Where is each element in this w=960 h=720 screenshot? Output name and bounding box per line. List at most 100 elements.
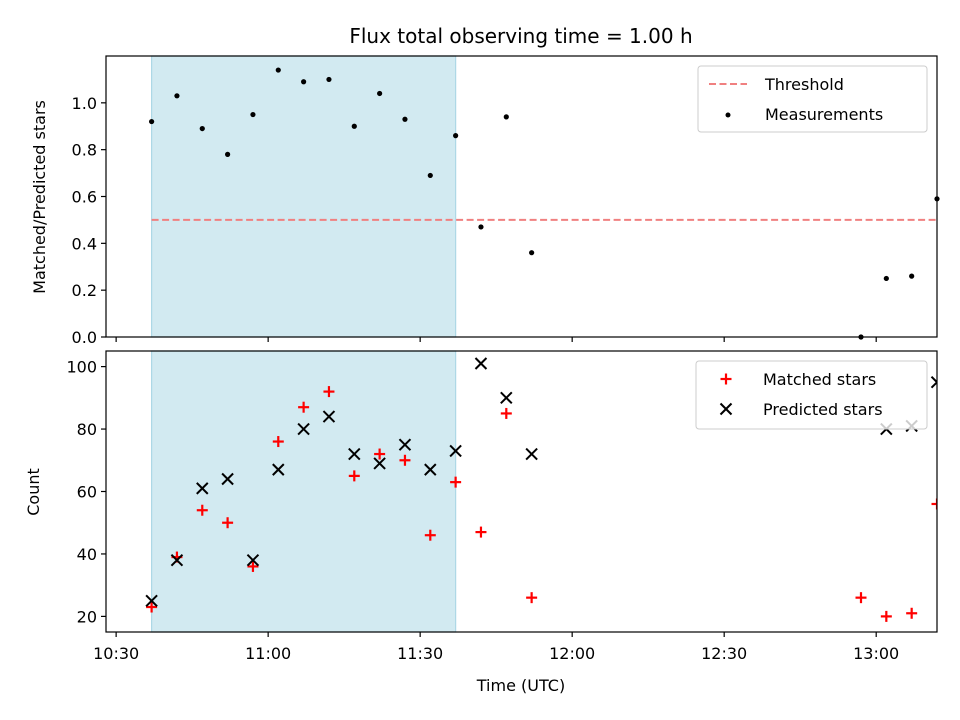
legend-measurements-swatch (725, 112, 731, 118)
predicted-star-point (246, 553, 260, 567)
top-panel: 0.0 0.2 0.4 0.6 0.8 1.0 Matched/Predicted sta… (30, 55, 940, 347)
measurement-point (883, 275, 889, 282)
measurement-point (909, 273, 915, 279)
predicted-star-point (449, 444, 462, 458)
matched-star-point (298, 401, 310, 413)
bottom-x-axis: 10:30 11:00 11:30 12:00 12:30 13:00 (93, 632, 899, 663)
y-tick-label: 20 (77, 607, 97, 626)
matched-star-point (475, 526, 487, 538)
y-tick-label: 0.0 (72, 328, 97, 347)
predicted-star-point (474, 357, 488, 370)
predicted-star-point (272, 463, 285, 476)
measurement-point (326, 76, 332, 83)
measurement-point (402, 116, 408, 122)
legend-x-marker (719, 402, 733, 416)
matched-stars-series (146, 386, 937, 622)
y-tick-label: 0.8 (72, 141, 97, 160)
legend-predicted-label: Predicted stars (763, 400, 883, 419)
predicted-star-point (525, 447, 538, 461)
matched-star-point (906, 607, 918, 619)
y-tick-label: 80 (77, 420, 97, 439)
legend-predicted-swatch (719, 402, 733, 416)
matched-star-point (323, 386, 335, 398)
measurement-point (377, 90, 383, 97)
x-tick-label: 10:30 (93, 644, 139, 663)
predicted-star-point (930, 376, 937, 389)
y-tick-label: 100 (66, 358, 97, 377)
measurement-point (503, 114, 509, 120)
measurements-series (149, 67, 940, 340)
observing-window-shade-top (151, 55, 457, 338)
predicted-star-point (221, 472, 234, 486)
measurement-point (478, 224, 484, 230)
top-legend: Threshold Measurements (697, 65, 928, 133)
measurement-point (453, 133, 459, 139)
x-tick-label: 11:00 (245, 644, 291, 663)
legend-matched-swatch (720, 373, 732, 385)
matched-star-point (450, 476, 462, 488)
matched-star-point (348, 470, 360, 482)
y-tick-label: 60 (77, 483, 97, 502)
matched-star-point (931, 498, 937, 510)
x-tick-label: 12:00 (549, 644, 595, 663)
measurement-point (199, 125, 205, 132)
bottom-panel: 20 40 60 80 100 10:30 11:00 11:30 12:00 12:30 13:… (24, 350, 938, 695)
chart-title: Flux total observing time = 1.00 h (349, 24, 692, 48)
measurement-point (275, 67, 281, 73)
predicted-star-point (424, 463, 437, 476)
predicted-star-point (373, 457, 386, 470)
measurement-point (529, 250, 535, 256)
top-legend-box (697, 65, 928, 133)
top-x-ticks (115, 337, 877, 342)
matched-star-point (855, 592, 867, 604)
matched-star-point (880, 610, 892, 622)
bottom-legend-box (695, 360, 928, 430)
measurement-point (301, 79, 307, 85)
matched-star-point (247, 560, 259, 572)
predicted-star-point (170, 553, 184, 567)
measurement-point (149, 118, 155, 125)
predicted-star-point (297, 422, 310, 436)
matched-star-point (399, 454, 411, 466)
y-tick-label: 0.4 (72, 234, 97, 253)
matched-star-point (500, 407, 512, 419)
y-tick-label: 0.6 (72, 188, 97, 207)
x-tick-label: 11:30 (397, 644, 443, 663)
shaded-window (151, 350, 457, 633)
measurement-point (427, 172, 433, 179)
legend-plus-marker (720, 373, 732, 385)
measurement-point (225, 151, 231, 157)
y-tick-label: 40 (77, 545, 97, 564)
y-tick-label: 1.0 (72, 94, 97, 113)
predicted-star-point (398, 438, 412, 451)
y-tick-label: 0.2 (72, 281, 97, 300)
legend-matched-label: Matched stars (763, 370, 876, 389)
predicted-star-point (348, 447, 361, 461)
top-y-axis-label: Matched/Predicted stars (30, 100, 49, 294)
matched-star-point (424, 529, 436, 541)
predicted-star-point (322, 410, 336, 423)
top-y-axis: 0.0 0.2 0.4 0.6 0.8 1.0 (72, 94, 106, 347)
predicted-star-point (196, 482, 209, 495)
matched-star-point (526, 592, 538, 604)
x-tick-label: 13:00 (853, 644, 899, 663)
matched-star-point (272, 436, 284, 448)
matched-star-point (374, 448, 386, 460)
observing-window-shade-bottom (151, 350, 457, 633)
x-tick-label: 12:30 (701, 644, 747, 663)
x-axis-label: Time (UTC) (476, 676, 565, 695)
measurement-point (250, 111, 256, 118)
bottom-y-axis-label: Count (24, 468, 43, 516)
measurement-point (174, 93, 180, 99)
legend-measurements-label: Measurements (765, 105, 883, 124)
predicted-star-point (500, 391, 513, 405)
matched-star-point (222, 517, 234, 529)
shaded-window (151, 55, 457, 338)
bottom-legend: Matched stars Predicted stars (695, 360, 928, 430)
predicted-star-point (145, 594, 158, 607)
bottom-y-axis: 20 40 60 80 100 (66, 358, 106, 626)
legend-threshold-label: Threshold (764, 75, 844, 94)
matched-star-point (196, 504, 208, 516)
measurement-point (351, 123, 357, 129)
